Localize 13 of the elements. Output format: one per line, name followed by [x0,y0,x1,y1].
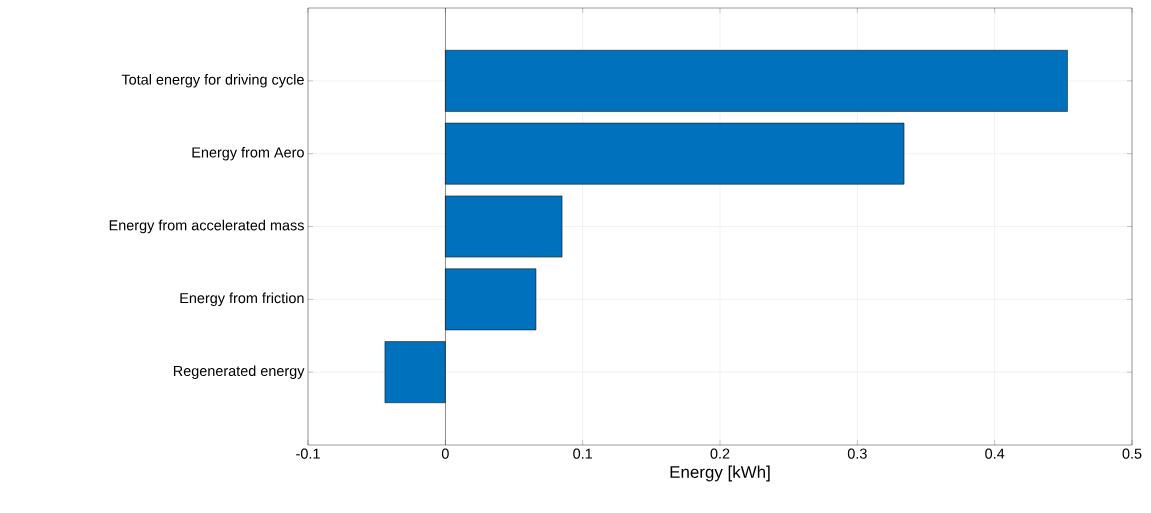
y-tick-label: Total energy for driving cycle [121,74,304,88]
y-tick-label: Energy from Aero [192,146,304,161]
x-tick-label: 0.2 [710,448,730,459]
x-tick-label: 0 [441,448,449,459]
y-tick-label: Energy from friction [180,292,304,307]
x-tick-label: -0.1 [296,448,320,459]
x-axis-title: Energy [kWh] [670,465,770,482]
x-tick-label: 0.4 [985,448,1005,459]
x-tick-label: 0.3 [847,448,867,459]
x-tick-label: 0.1 [573,448,593,459]
y-tick-label: Energy from accelerated mass [109,219,304,234]
y-tick-label: Regenerated energy [173,365,305,379]
x-tick-label: 0.5 [1122,448,1142,459]
